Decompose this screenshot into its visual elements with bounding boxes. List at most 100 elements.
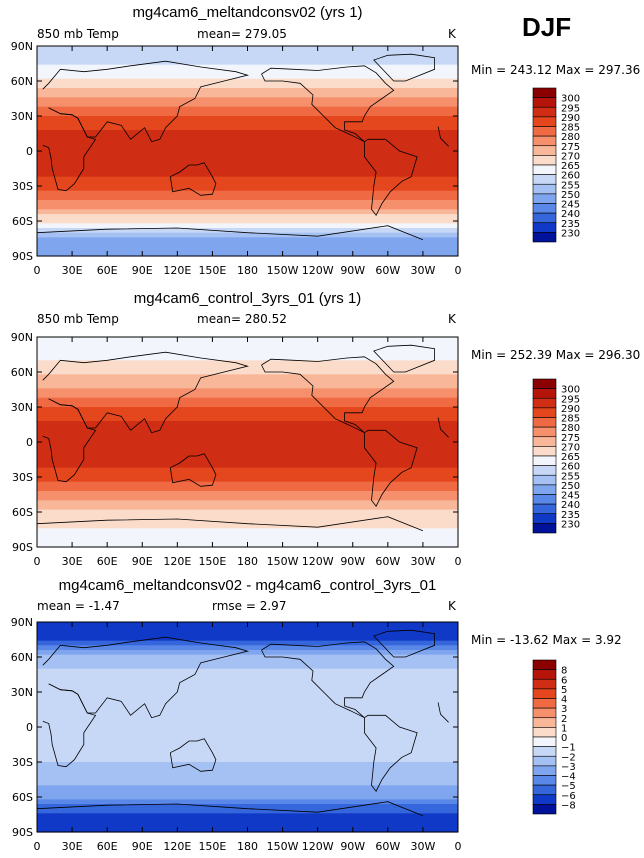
field-band [37, 491, 458, 497]
field-band [37, 463, 458, 469]
coastline-3 [169, 453, 217, 487]
colorbar-swatch [532, 775, 557, 786]
field-band [37, 237, 458, 243]
field-band [37, 102, 458, 108]
field-band [37, 195, 458, 201]
colorbar-swatch [532, 794, 557, 805]
y-tick-label: 0 [26, 721, 33, 734]
field-band [37, 204, 458, 210]
x-tick-label: 120E [163, 840, 191, 853]
field-band [37, 757, 458, 763]
field-band [37, 813, 458, 819]
coastline-6 [373, 344, 435, 373]
y-tick-label: 90S [12, 541, 33, 554]
field-band [37, 748, 458, 754]
field-band [37, 659, 458, 665]
x-tick-label: 150W [267, 555, 299, 568]
variable-label: 850 mb Temp [37, 27, 119, 41]
rmse-value: rmse = 2.97 [212, 599, 287, 613]
field-band [37, 804, 458, 810]
field-band [37, 69, 458, 75]
field-band [37, 125, 458, 131]
x-tick-label: 90E [132, 555, 153, 568]
coastline-4 [261, 356, 395, 434]
field-band [37, 242, 458, 248]
y-tick-label: 0 [26, 145, 33, 158]
field-band [37, 176, 458, 182]
field-band [37, 162, 458, 168]
field-band [37, 130, 458, 136]
field-band [37, 200, 458, 206]
field-band [37, 139, 458, 145]
colorbar-label: 265 [561, 161, 580, 172]
y-tick-label: 90S [12, 826, 33, 839]
field-band [37, 799, 458, 805]
x-tick-label: 150E [198, 840, 226, 853]
x-tick-label: 60E [97, 840, 118, 853]
y-tick-label: 90N [11, 40, 33, 53]
field-band [37, 383, 458, 389]
field-band [37, 664, 458, 670]
field-band [37, 780, 458, 786]
colorbar-swatch [532, 784, 557, 796]
colorbar-label: −6 [561, 791, 576, 802]
field-band [37, 794, 458, 800]
field-band [37, 692, 458, 698]
x-tick-label: 180 [237, 840, 258, 853]
colorbar-swatch [532, 678, 557, 690]
field-band [37, 645, 458, 651]
x-tick-label: 120W [302, 264, 334, 277]
colorbar-label: 275 [561, 142, 580, 153]
field-band [37, 682, 458, 688]
field-band [37, 393, 458, 399]
colorbar-label: 245 [561, 200, 580, 211]
colorbar-label: 3 [561, 704, 567, 715]
mean-value: mean= 279.05 [197, 27, 287, 41]
colorbar-label: 295 [561, 103, 580, 114]
y-tick-label: 0 [26, 436, 33, 449]
colorbar-label: 290 [561, 113, 580, 124]
x-tick-label: 90E [132, 840, 153, 853]
colorbar-swatch [532, 765, 557, 776]
field-band [37, 650, 458, 656]
field-band [37, 172, 458, 178]
field-band [37, 533, 458, 539]
field-band [37, 134, 458, 140]
colorbar-label: 230 [561, 228, 580, 239]
colorbar-label: 295 [561, 394, 580, 405]
field-band [37, 687, 458, 693]
field-band [37, 734, 458, 740]
colorbar-label: 260 [561, 171, 580, 182]
variable-label: 850 mb Temp [37, 312, 119, 326]
field-band [37, 430, 458, 436]
colorbar-swatch [532, 727, 557, 738]
x-tick-label: 60E [97, 264, 118, 277]
colorbar-label: 255 [561, 471, 580, 482]
field-band [37, 505, 458, 511]
field-band [37, 421, 458, 427]
x-tick-label: 150E [198, 264, 226, 277]
y-tick-label: 60N [11, 75, 33, 88]
field-band [37, 724, 458, 730]
y-tick-label: 60S [12, 215, 33, 228]
field-band [37, 500, 458, 506]
field-band [37, 678, 458, 684]
field-band [37, 481, 458, 487]
x-tick-label: 60W [375, 555, 400, 568]
field-band [37, 351, 458, 357]
x-tick-label: 120E [163, 555, 191, 568]
field-band [37, 209, 458, 215]
y-tick-label: 30S [12, 180, 33, 193]
x-tick-label: 0 [455, 264, 462, 277]
field-band [37, 411, 458, 417]
x-tick-label: 90E [132, 264, 153, 277]
field-band [37, 388, 458, 394]
field-band [37, 74, 458, 80]
field-band [37, 701, 458, 707]
field-band [37, 453, 458, 459]
field-band [37, 181, 458, 187]
field-band [37, 738, 458, 744]
colorbar-swatch [532, 659, 557, 670]
